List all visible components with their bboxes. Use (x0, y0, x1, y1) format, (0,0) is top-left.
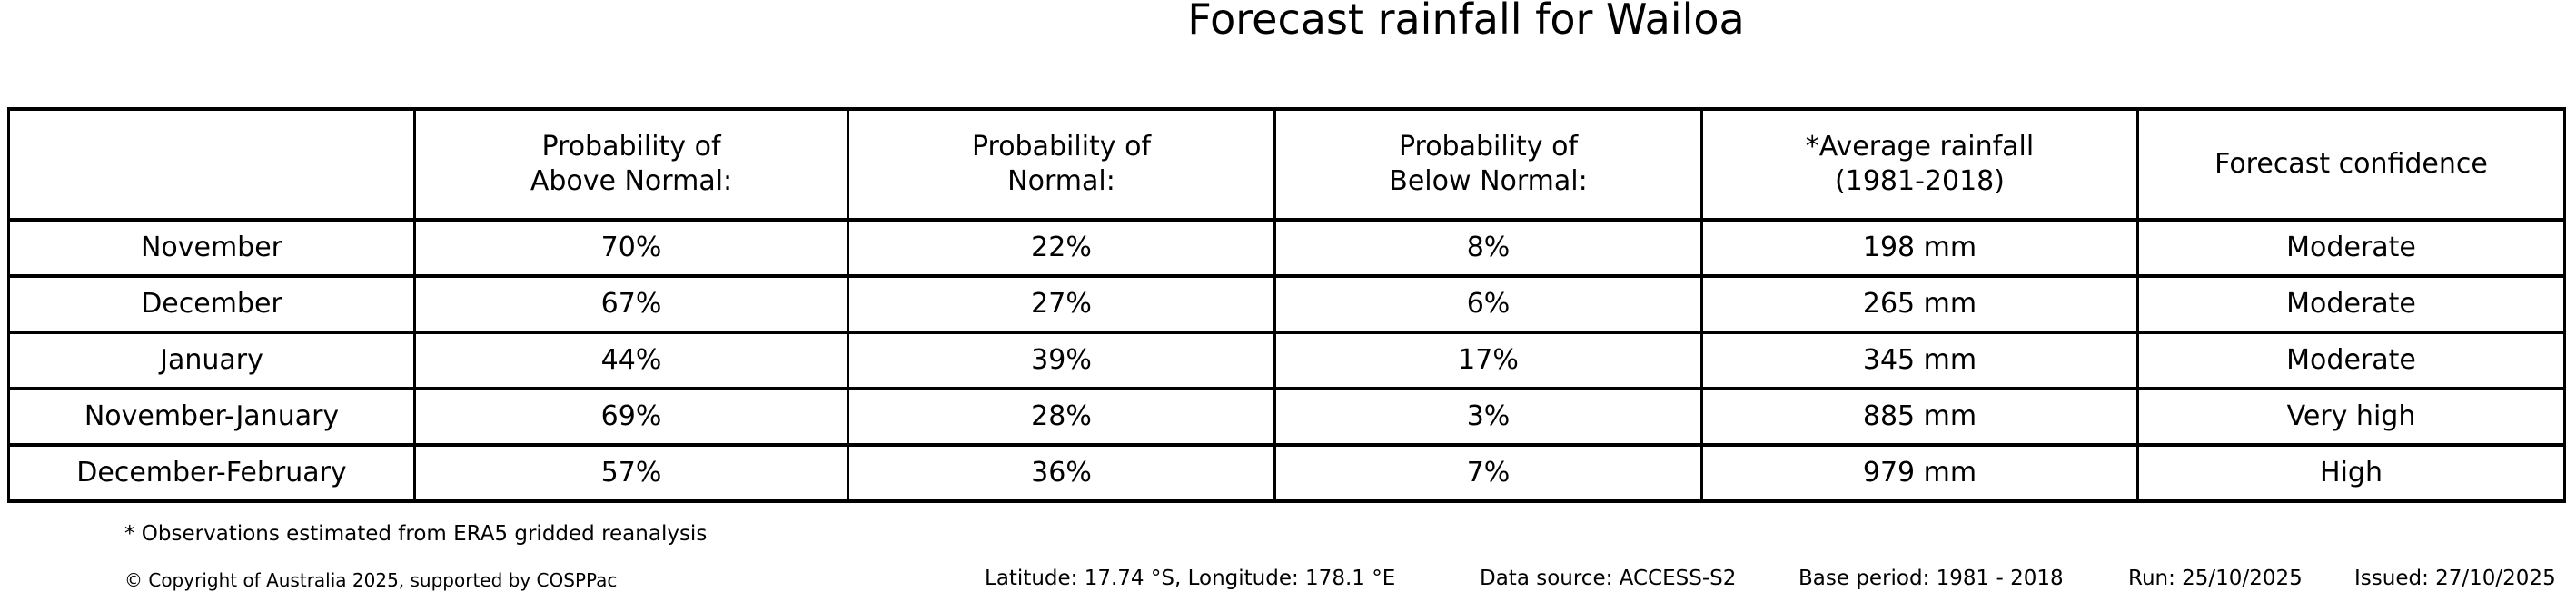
table-row-november: November 70% 22% 8% 198 mm Moderate (7, 218, 2566, 278)
copyright-text: © Copyright of Australia 2025, supported… (124, 569, 618, 591)
header-normal: Probability of Normal: (847, 107, 1276, 222)
period-cell: November-January (7, 387, 416, 447)
value-cell-confidence: Moderate (2136, 218, 2566, 278)
value-cell-normal: 39% (847, 331, 1276, 390)
value-cell-below: 17% (1273, 331, 1703, 390)
lat-long-text: Latitude: 17.74 °S, Longitude: 178.1 °E (985, 567, 1396, 590)
value-cell-above: 67% (413, 274, 849, 334)
table-row-january: January 44% 39% 17% 345 mm Moderate (7, 331, 2566, 390)
page-title: Forecast rainfall for Wailoa (1187, 0, 1745, 44)
value-cell-normal: 36% (847, 443, 1276, 503)
value-cell-confidence: Moderate (2136, 274, 2566, 334)
period-cell: January (7, 331, 416, 390)
period-cell: December (7, 274, 416, 334)
value-cell-above: 70% (413, 218, 849, 278)
value-cell-average: 979 mm (1700, 443, 2139, 503)
observations-footnote: * Observations estimated from ERA5 gridd… (124, 522, 708, 546)
value-cell-average: 265 mm (1700, 274, 2139, 334)
value-cell-below: 6% (1273, 274, 1703, 334)
table-row-november-january: November-January 69% 28% 3% 885 mm Very … (7, 387, 2566, 447)
empty-corner-cell (7, 107, 416, 222)
run-date-text: Run: 25/10/2025 (2128, 567, 2303, 590)
value-cell-above: 44% (413, 331, 849, 390)
value-cell-below: 8% (1273, 218, 1703, 278)
header-above-normal: Probability of Above Normal: (413, 107, 849, 222)
period-cell: November (7, 218, 416, 278)
value-cell-normal: 27% (847, 274, 1276, 334)
header-forecast-confidence: Forecast confidence (2136, 107, 2566, 222)
value-cell-confidence: High (2136, 443, 2566, 503)
value-cell-average: 345 mm (1700, 331, 2139, 390)
value-cell-above: 57% (413, 443, 849, 503)
value-cell-normal: 28% (847, 387, 1276, 447)
value-cell-below: 7% (1273, 443, 1703, 503)
issued-date-text: Issued: 27/10/2025 (2354, 567, 2556, 590)
value-cell-below: 3% (1273, 387, 1703, 447)
value-cell-average: 198 mm (1700, 218, 2139, 278)
table-row-december-february: December-February 57% 36% 7% 979 mm High (7, 443, 2566, 503)
value-cell-above: 69% (413, 387, 849, 447)
value-cell-average: 885 mm (1700, 387, 2139, 447)
value-cell-normal: 22% (847, 218, 1276, 278)
value-cell-confidence: Moderate (2136, 331, 2566, 390)
header-below-normal: Probability of Below Normal: (1273, 107, 1703, 222)
table-row-december: December 67% 27% 6% 265 mm Moderate (7, 274, 2566, 334)
base-period-text: Base period: 1981 - 2018 (1798, 567, 2064, 590)
period-cell: December-February (7, 443, 416, 503)
forecast-rainfall-table: Probability of Above Normal: Probability… (7, 107, 2566, 503)
data-source-text: Data source: ACCESS-S2 (1480, 567, 1737, 590)
value-cell-confidence: Very high (2136, 387, 2566, 447)
table-header-row: Probability of Above Normal: Probability… (7, 107, 2566, 222)
header-average-rainfall: *Average rainfall (1981-2018) (1700, 107, 2139, 222)
